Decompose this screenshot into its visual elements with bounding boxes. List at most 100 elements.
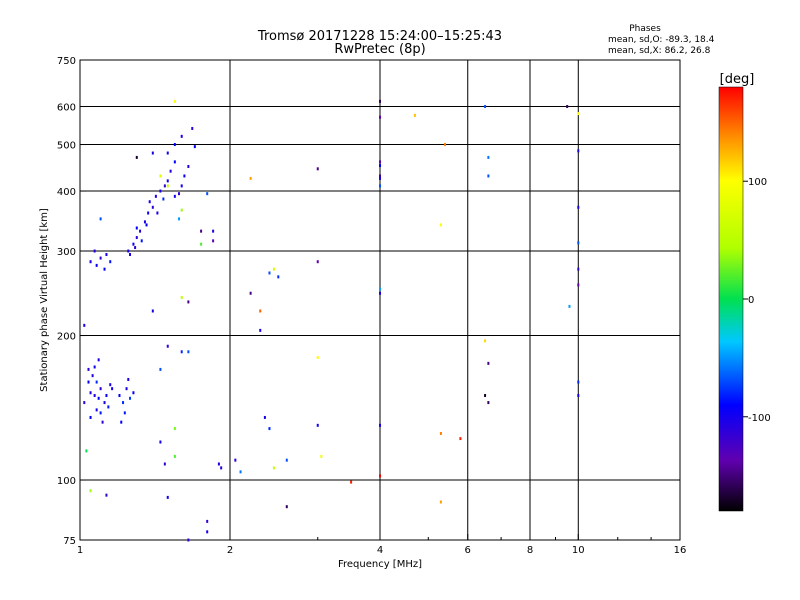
echo-point [159,174,162,178]
echo-point [379,474,381,478]
echo-point [249,291,252,295]
echo-point [173,194,176,198]
axis-ticks: 1 2 4 6 8 10 16 75 100 200 300 400 500 600 750 [57,56,686,556]
echo-point [187,538,190,542]
echo-point [206,530,209,534]
echo-point [487,361,490,365]
echo-point [577,112,580,116]
echo-point [151,205,154,209]
echo-point [166,151,169,155]
echo-point [125,387,128,391]
echo-point [97,358,100,362]
echo-point [163,462,166,466]
y-tick-label: 200 [57,332,76,343]
echo-point [183,174,186,178]
echo-point [379,287,381,291]
echo-point [180,296,183,300]
echo-point [187,164,190,168]
echo-point [93,365,96,369]
echo-point [193,145,196,149]
echo-point [148,200,151,204]
colorbar-tick-label: 0 [748,295,754,306]
echo-point [379,160,381,164]
chart-title: Tromsø 20171228 15:24:00–15:25:43 [257,29,502,44]
echo-point [316,355,319,359]
y-tick-label: 75 [63,536,76,547]
echo-point [93,394,96,398]
echo-point [83,323,86,327]
echo-point [111,387,114,391]
colorbar [718,86,744,512]
echo-point [132,242,135,246]
echo-point [89,260,92,264]
x-tick-label: 16 [674,545,687,556]
echo-point [140,239,143,243]
echo-point [439,500,442,504]
echo-point [285,458,288,462]
y-tick-label: 300 [57,247,76,258]
echo-point [577,149,580,153]
echo-point [316,260,319,264]
echo-point [145,223,148,227]
echo-point [239,470,242,474]
echo-point [191,126,194,130]
echo-point [135,236,138,240]
echo-point [200,242,203,246]
echo-point [277,275,280,279]
echo-point [180,184,183,188]
x-tick-label: 6 [465,545,471,556]
echo-point [487,401,490,405]
echo-point [187,300,190,304]
echo-point [139,229,142,233]
echo-point [129,396,132,400]
echo-point [566,105,569,109]
echo-point [109,260,112,264]
echo-point [379,174,381,178]
echo-point [105,394,108,398]
echo-point [484,339,487,343]
echo-point [107,405,110,409]
echo-point [147,211,150,215]
echo-point [166,184,169,188]
echo-point [316,167,319,171]
echo-point [101,420,104,424]
echo-point [180,350,183,354]
echo-point [443,143,446,147]
grid-lines [80,60,680,540]
echo-point [132,391,135,395]
x-tick-label: 1 [77,545,83,556]
echo-point [89,391,92,395]
echo-point [109,383,112,387]
echo-point [413,113,416,117]
echo-point [177,217,180,221]
echo-point [151,309,154,313]
echo-point [173,143,176,147]
x-tick-label: 4 [377,545,383,556]
echo-point [122,401,125,405]
echo-point [268,271,271,275]
echo-point [99,387,102,391]
echo-point [177,192,180,196]
echo-point [200,229,203,233]
echo-point [120,420,123,424]
echo-point [163,184,166,188]
echo-point [97,396,100,400]
echo-point [249,176,252,180]
echo-point [173,99,176,103]
echo-point [166,344,169,348]
echo-point [577,283,580,287]
echo-point [577,205,580,209]
echo-point [151,151,154,155]
y-axis-label: Stationary phase Virtual Height [km] [39,208,50,392]
echo-point [379,184,381,188]
echo-point [316,423,319,427]
echo-point [99,411,102,415]
echo-point [263,415,266,419]
phases-o-mode-stats: mean, sd,O: -89.3, 18.4 [608,35,715,45]
echo-point [272,267,275,271]
echo-point [379,176,381,180]
x-tick-label: 8 [527,545,533,556]
echo-point [379,291,381,295]
echo-point [95,380,98,384]
